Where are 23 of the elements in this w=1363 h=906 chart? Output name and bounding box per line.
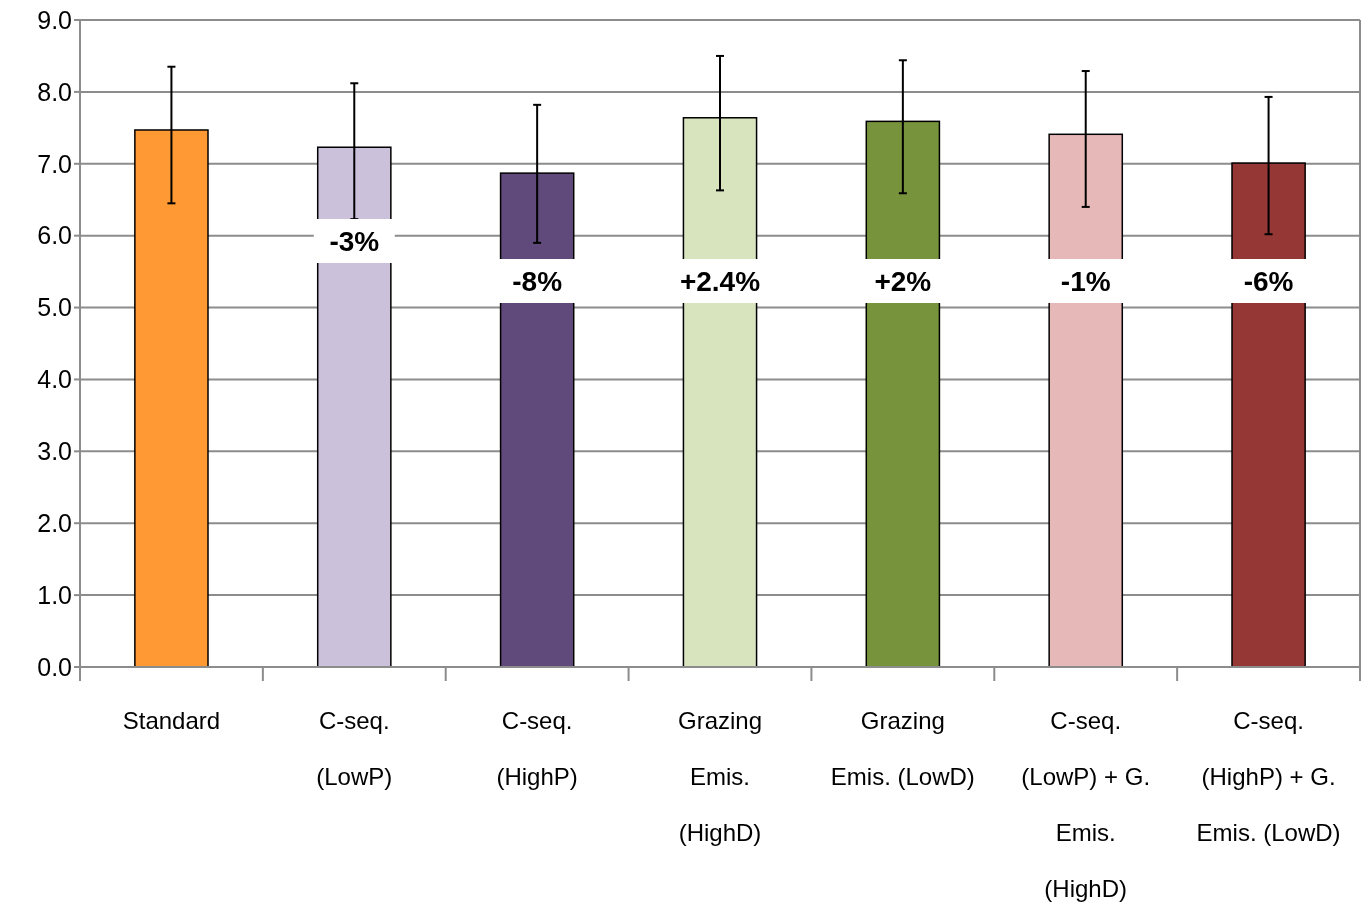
- annotation: +2.4%: [679, 265, 761, 297]
- y-tick-label: 8.0: [37, 77, 72, 106]
- y-tick-label: 3.0: [37, 437, 72, 466]
- category-label: C-seq. (LowP): [316, 707, 393, 790]
- y-tick-label: 1.0: [37, 580, 72, 609]
- y-tick-label: 5.0: [37, 293, 72, 322]
- y-tick-label: 2.0: [37, 508, 72, 537]
- category-label: C-seq. (HighP): [496, 707, 578, 790]
- annotation: -8%: [512, 265, 563, 297]
- category-label: Grazing Emis. (LowD): [830, 707, 975, 790]
- y-tick-label: 4.0: [37, 365, 72, 394]
- category-label: C-seq. (LowP) + G. Emis. (HighD): [1021, 707, 1151, 902]
- annotation: -6%: [1243, 265, 1294, 297]
- annotation: -1%: [1060, 265, 1111, 297]
- y-tick-label: 0.0: [37, 652, 72, 681]
- annotation: +2%: [874, 265, 932, 297]
- y-tick-label: 6.0: [37, 221, 72, 250]
- x-tick-label: Standard: [122, 707, 221, 734]
- annotation: -3%: [329, 225, 380, 257]
- y-tick-label: 7.0: [37, 149, 72, 178]
- category-label: C-seq. (HighP) + G. Emis. (LowD): [1196, 707, 1341, 846]
- y-tick-label: 9.0: [37, 5, 72, 34]
- category-label: Grazing Emis. (HighD): [677, 707, 763, 846]
